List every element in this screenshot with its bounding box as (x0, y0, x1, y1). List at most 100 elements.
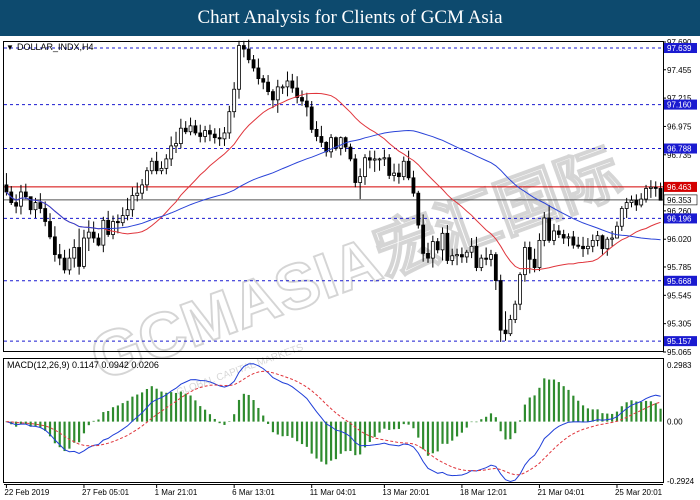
price-tick-label: 97.455 (667, 66, 692, 75)
macd-histogram-bar (150, 386, 153, 422)
macd-histogram-bar (426, 421, 430, 456)
candle (358, 168, 363, 200)
candle-body (130, 195, 135, 211)
candle (145, 167, 149, 191)
level-tag-box (664, 181, 697, 192)
candle-body (38, 202, 43, 209)
candle-body (498, 280, 503, 331)
candle (178, 118, 183, 149)
candle (237, 40, 241, 99)
macd-histogram-bar (543, 378, 546, 422)
candle (183, 121, 188, 135)
candle (648, 180, 653, 198)
candle-body (334, 137, 338, 149)
candle (503, 311, 508, 341)
candle-body (421, 224, 426, 254)
macd-histogram-bar (92, 420, 95, 422)
candle-body (353, 158, 358, 183)
macd-histogram-bar (451, 421, 454, 441)
candle-body (164, 158, 169, 169)
candle-body (300, 97, 304, 102)
candle (43, 201, 48, 227)
candle-body (304, 100, 309, 108)
candle (295, 76, 300, 104)
macd-histogram-bar (44, 421, 47, 431)
macd-histogram-bar (402, 421, 405, 425)
macd-histogram-bar (533, 395, 536, 422)
candle-body (57, 254, 62, 259)
macd-histogram-bar (141, 392, 144, 422)
macd-histogram-bar (73, 421, 76, 443)
candle-body (295, 87, 300, 98)
candle (542, 212, 547, 247)
candle-body (377, 158, 382, 161)
macd-histogram-bar (170, 392, 173, 422)
candle-body (125, 209, 130, 216)
macd-histogram-bar (247, 394, 250, 422)
candle (38, 193, 43, 214)
candle-body (595, 235, 600, 241)
level-tag-box (664, 143, 697, 154)
candle (440, 227, 445, 261)
candle-body (43, 208, 48, 222)
candle-body (464, 251, 469, 258)
candle (193, 119, 198, 136)
current-price-tag: 96.353 (667, 196, 692, 205)
candle-body (648, 186, 653, 189)
candle (367, 150, 372, 169)
candle-body (489, 254, 493, 260)
level-tag-label: 96.463 (667, 183, 692, 192)
candle-body (435, 241, 440, 251)
macd-histogram-bar (659, 408, 662, 422)
candle (169, 136, 174, 166)
macd-histogram-bar (165, 392, 168, 422)
candle (33, 197, 38, 218)
candle-body (256, 67, 261, 80)
price-tick-label: 95.305 (667, 320, 692, 329)
level-tag-label: 97.639 (667, 44, 692, 53)
macd-histogram-bar (68, 421, 71, 449)
current-price-tag-box (663, 194, 698, 206)
candle-body (363, 157, 367, 178)
macd-histogram-bar (552, 379, 556, 422)
candle-body (503, 329, 508, 335)
candle (401, 156, 406, 181)
collapse-arrow-icon[interactable]: ▼ (6, 43, 14, 52)
macd-histogram-bar (310, 421, 313, 454)
chart-title-group: ▼ DOLLAR_INDX,H4 (6, 42, 94, 52)
candle (430, 235, 435, 268)
price-tick-label: 96.260 (667, 207, 692, 216)
candle-body (241, 45, 246, 50)
candle-body (285, 80, 290, 88)
macd-histogram-bar (78, 421, 81, 443)
candle (653, 181, 658, 197)
macd-histogram-bar (228, 421, 231, 422)
candle-body (474, 245, 479, 268)
candle (232, 82, 237, 118)
macd-histogram-bar (431, 421, 434, 454)
time-tick-label: 13 Mar 20:01 (382, 488, 430, 497)
price-tick-label: 96.975 (667, 122, 692, 131)
macd-histogram-bar (518, 420, 522, 422)
candle-body (367, 157, 372, 161)
candle (397, 163, 401, 184)
candle (77, 228, 82, 275)
candle (174, 131, 178, 154)
candle (314, 121, 319, 142)
candle-body (86, 231, 91, 239)
candle (455, 248, 459, 266)
candle (120, 207, 125, 227)
candle-body (527, 247, 532, 260)
candle (348, 143, 353, 162)
candle (140, 178, 145, 200)
candle (576, 236, 581, 249)
macd-histogram-bar (111, 407, 115, 422)
macd-histogram-bar (286, 421, 289, 437)
candle (275, 79, 280, 113)
candle (382, 149, 387, 166)
candle (518, 272, 522, 311)
candle (600, 234, 605, 255)
candle-body (426, 252, 430, 259)
candle-body (96, 237, 101, 246)
macd-histogram-bar (291, 421, 294, 438)
